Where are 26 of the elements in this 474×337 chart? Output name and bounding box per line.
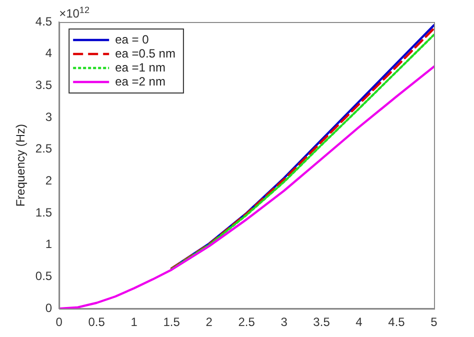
- y-tick-label: 1: [45, 237, 52, 252]
- y-tick-label: 4: [45, 46, 52, 60]
- y-tick-label: 0: [45, 300, 52, 315]
- x-tick-label: 1: [130, 315, 138, 330]
- x-tick-label: 3.5: [313, 315, 330, 330]
- legend-label: ea = 0: [115, 32, 150, 46]
- legend-label: ea =0.5 nm: [115, 46, 176, 60]
- x-tick-label: 4: [356, 315, 363, 330]
- x-tick-label: 2.5: [238, 315, 256, 330]
- y-tick-label: 4.5: [35, 14, 52, 28]
- x-tick-label: 5: [430, 315, 438, 330]
- y-tick-label: 1.5: [35, 205, 52, 220]
- y-tick-label: 0.5: [35, 269, 52, 284]
- legend-label: ea =2 nm: [115, 74, 166, 88]
- x-tick-label: 0: [56, 315, 63, 330]
- legend-label: ea =1 nm: [115, 60, 166, 74]
- x-tick-label: 1.5: [163, 315, 180, 330]
- x-tick-label: 4.5: [388, 315, 406, 330]
- y-axis-title: Frequency (Hz): [14, 124, 28, 207]
- x-tick-label: 2: [206, 315, 213, 330]
- y-tick-label: 3: [45, 110, 52, 124]
- y-tick-label: 2.5: [35, 142, 52, 156]
- y-tick-label: 2: [45, 174, 52, 188]
- x-tick-label: 3: [280, 315, 288, 330]
- y-tick-label: 3.5: [35, 78, 52, 92]
- x-tick-label: 0.5: [88, 315, 106, 330]
